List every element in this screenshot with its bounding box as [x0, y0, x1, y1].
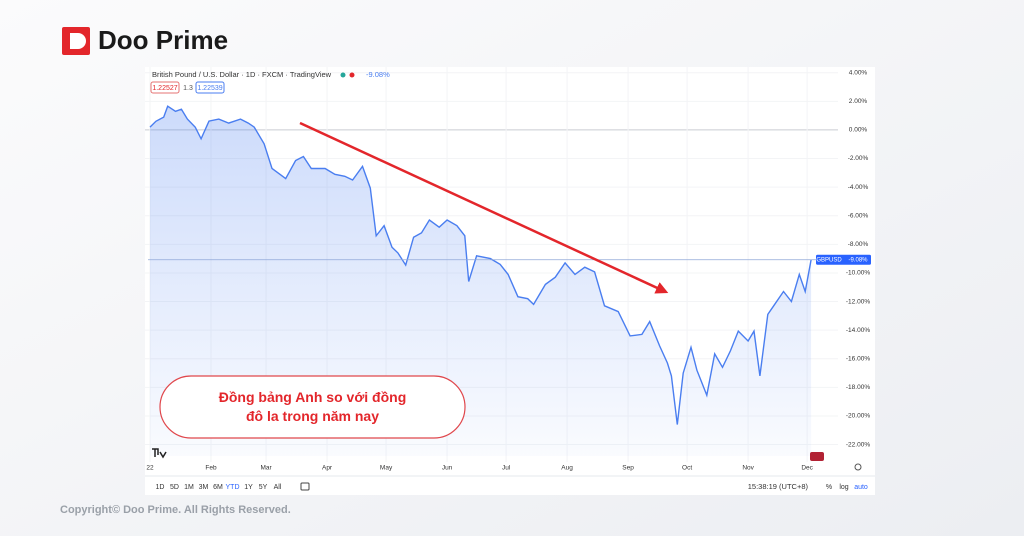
x-tick-label: Nov	[742, 465, 754, 472]
legend: British Pound / U.S. Dollar · 1D · FXCM …	[150, 70, 390, 94]
x-tick-label: Aug	[561, 465, 573, 472]
y-tick-label: -22.00%	[846, 441, 870, 448]
x-tick-label: Jun	[442, 465, 453, 472]
range-button[interactable]: 1Y	[244, 484, 253, 491]
y-tick-label: -12.00%	[846, 298, 870, 305]
x-tick-label: May	[380, 465, 393, 472]
y-tick-label: -20.00%	[846, 413, 870, 420]
x-tick-label: Feb	[205, 465, 217, 472]
logo-glyph	[70, 33, 86, 49]
toolbar: 1D 5D 1M 3M 6M YTD 1Y 5Y All% log auto	[156, 482, 868, 491]
annotation-wrap: Đồng bảng Anh so với đồng đô la trong nă…	[218, 389, 407, 424]
option-button[interactable]: auto	[854, 484, 868, 491]
trend-arrow	[299, 121, 669, 294]
status-dot	[340, 72, 346, 78]
range-button[interactable]: All	[274, 484, 282, 491]
annotation-text: Đồng bảng Anh so với đồng đô la trong nă…	[218, 389, 407, 424]
bid: 1.22527	[152, 85, 177, 92]
x-tick-label: Sep	[622, 465, 634, 472]
x-tick-label: Oct	[682, 465, 692, 472]
symbol-title: British Pound / U.S. Dollar · 1D · FXCM …	[152, 70, 332, 79]
y-tick-label: 0.00%	[849, 127, 868, 134]
x-tick-label: 22	[146, 465, 154, 472]
bid-box	[150, 81, 180, 94]
range-button[interactable]: 5D	[170, 484, 179, 491]
y-tick-label: 2.00%	[849, 98, 868, 105]
last-value-label: -9.08%	[848, 257, 868, 263]
y-tick-label: -2.00%	[848, 155, 869, 162]
x-tick-label: Apr	[322, 465, 333, 472]
ask: 1.22539	[197, 85, 222, 92]
y-tick-label: -4.00%	[848, 184, 869, 191]
x-tick-label: Mar	[260, 465, 272, 472]
y-tick-label: -6.00%	[848, 212, 869, 219]
range-button[interactable]: 1M	[184, 484, 194, 491]
line	[149, 105, 812, 425]
plot: 4.00% 2.00% 0.00% -2.00% -4.00% -6.00% -8.00% -…	[145, 67, 871, 472]
annotation-box	[159, 375, 466, 439]
y-tick-label: -16.00%	[846, 355, 870, 362]
annotation: Đồng bảng Anh so với đồng đô la trong nă…	[159, 375, 466, 439]
y-tick-label: -14.00%	[846, 327, 870, 334]
ticker-label: GBPUSD	[816, 257, 842, 263]
y-tick-label: -18.00%	[846, 384, 870, 391]
x-tick-label: Jul	[502, 465, 511, 472]
last-value-badge	[816, 254, 871, 265]
spread: 1.3	[183, 85, 193, 92]
flag-icon	[810, 452, 824, 461]
change-value: -9.08%	[366, 70, 390, 79]
y-tick-label: -8.00%	[848, 241, 869, 248]
y-tick-label: -10.00%	[846, 270, 870, 277]
y-tick-label: 4.00%	[849, 69, 868, 76]
option-button[interactable]: log	[839, 484, 848, 491]
range-button[interactable]: YTD	[226, 484, 240, 491]
range-button[interactable]: 1D	[156, 484, 165, 491]
range-button[interactable]: 5Y	[259, 484, 268, 491]
brand-name: Doo Prime	[98, 25, 228, 55]
option-button[interactable]: %	[826, 484, 832, 491]
calendar-icon[interactable]	[300, 482, 310, 491]
settings-icon[interactable]	[854, 463, 862, 471]
range-button[interactable]: 3M	[199, 484, 209, 491]
clock: 15:38:19 (UTC+8)	[748, 482, 809, 491]
tv-logo	[152, 448, 167, 459]
logo: Doo Prime	[62, 25, 228, 55]
area	[149, 106, 812, 456]
range-button[interactable]: 6M	[213, 484, 223, 491]
copyright: Copyright© Doo Prime. All Rights Reserve…	[60, 504, 291, 516]
x-tick-label: Dec	[801, 465, 813, 472]
ask-box	[195, 81, 225, 94]
status-dot	[349, 72, 355, 78]
